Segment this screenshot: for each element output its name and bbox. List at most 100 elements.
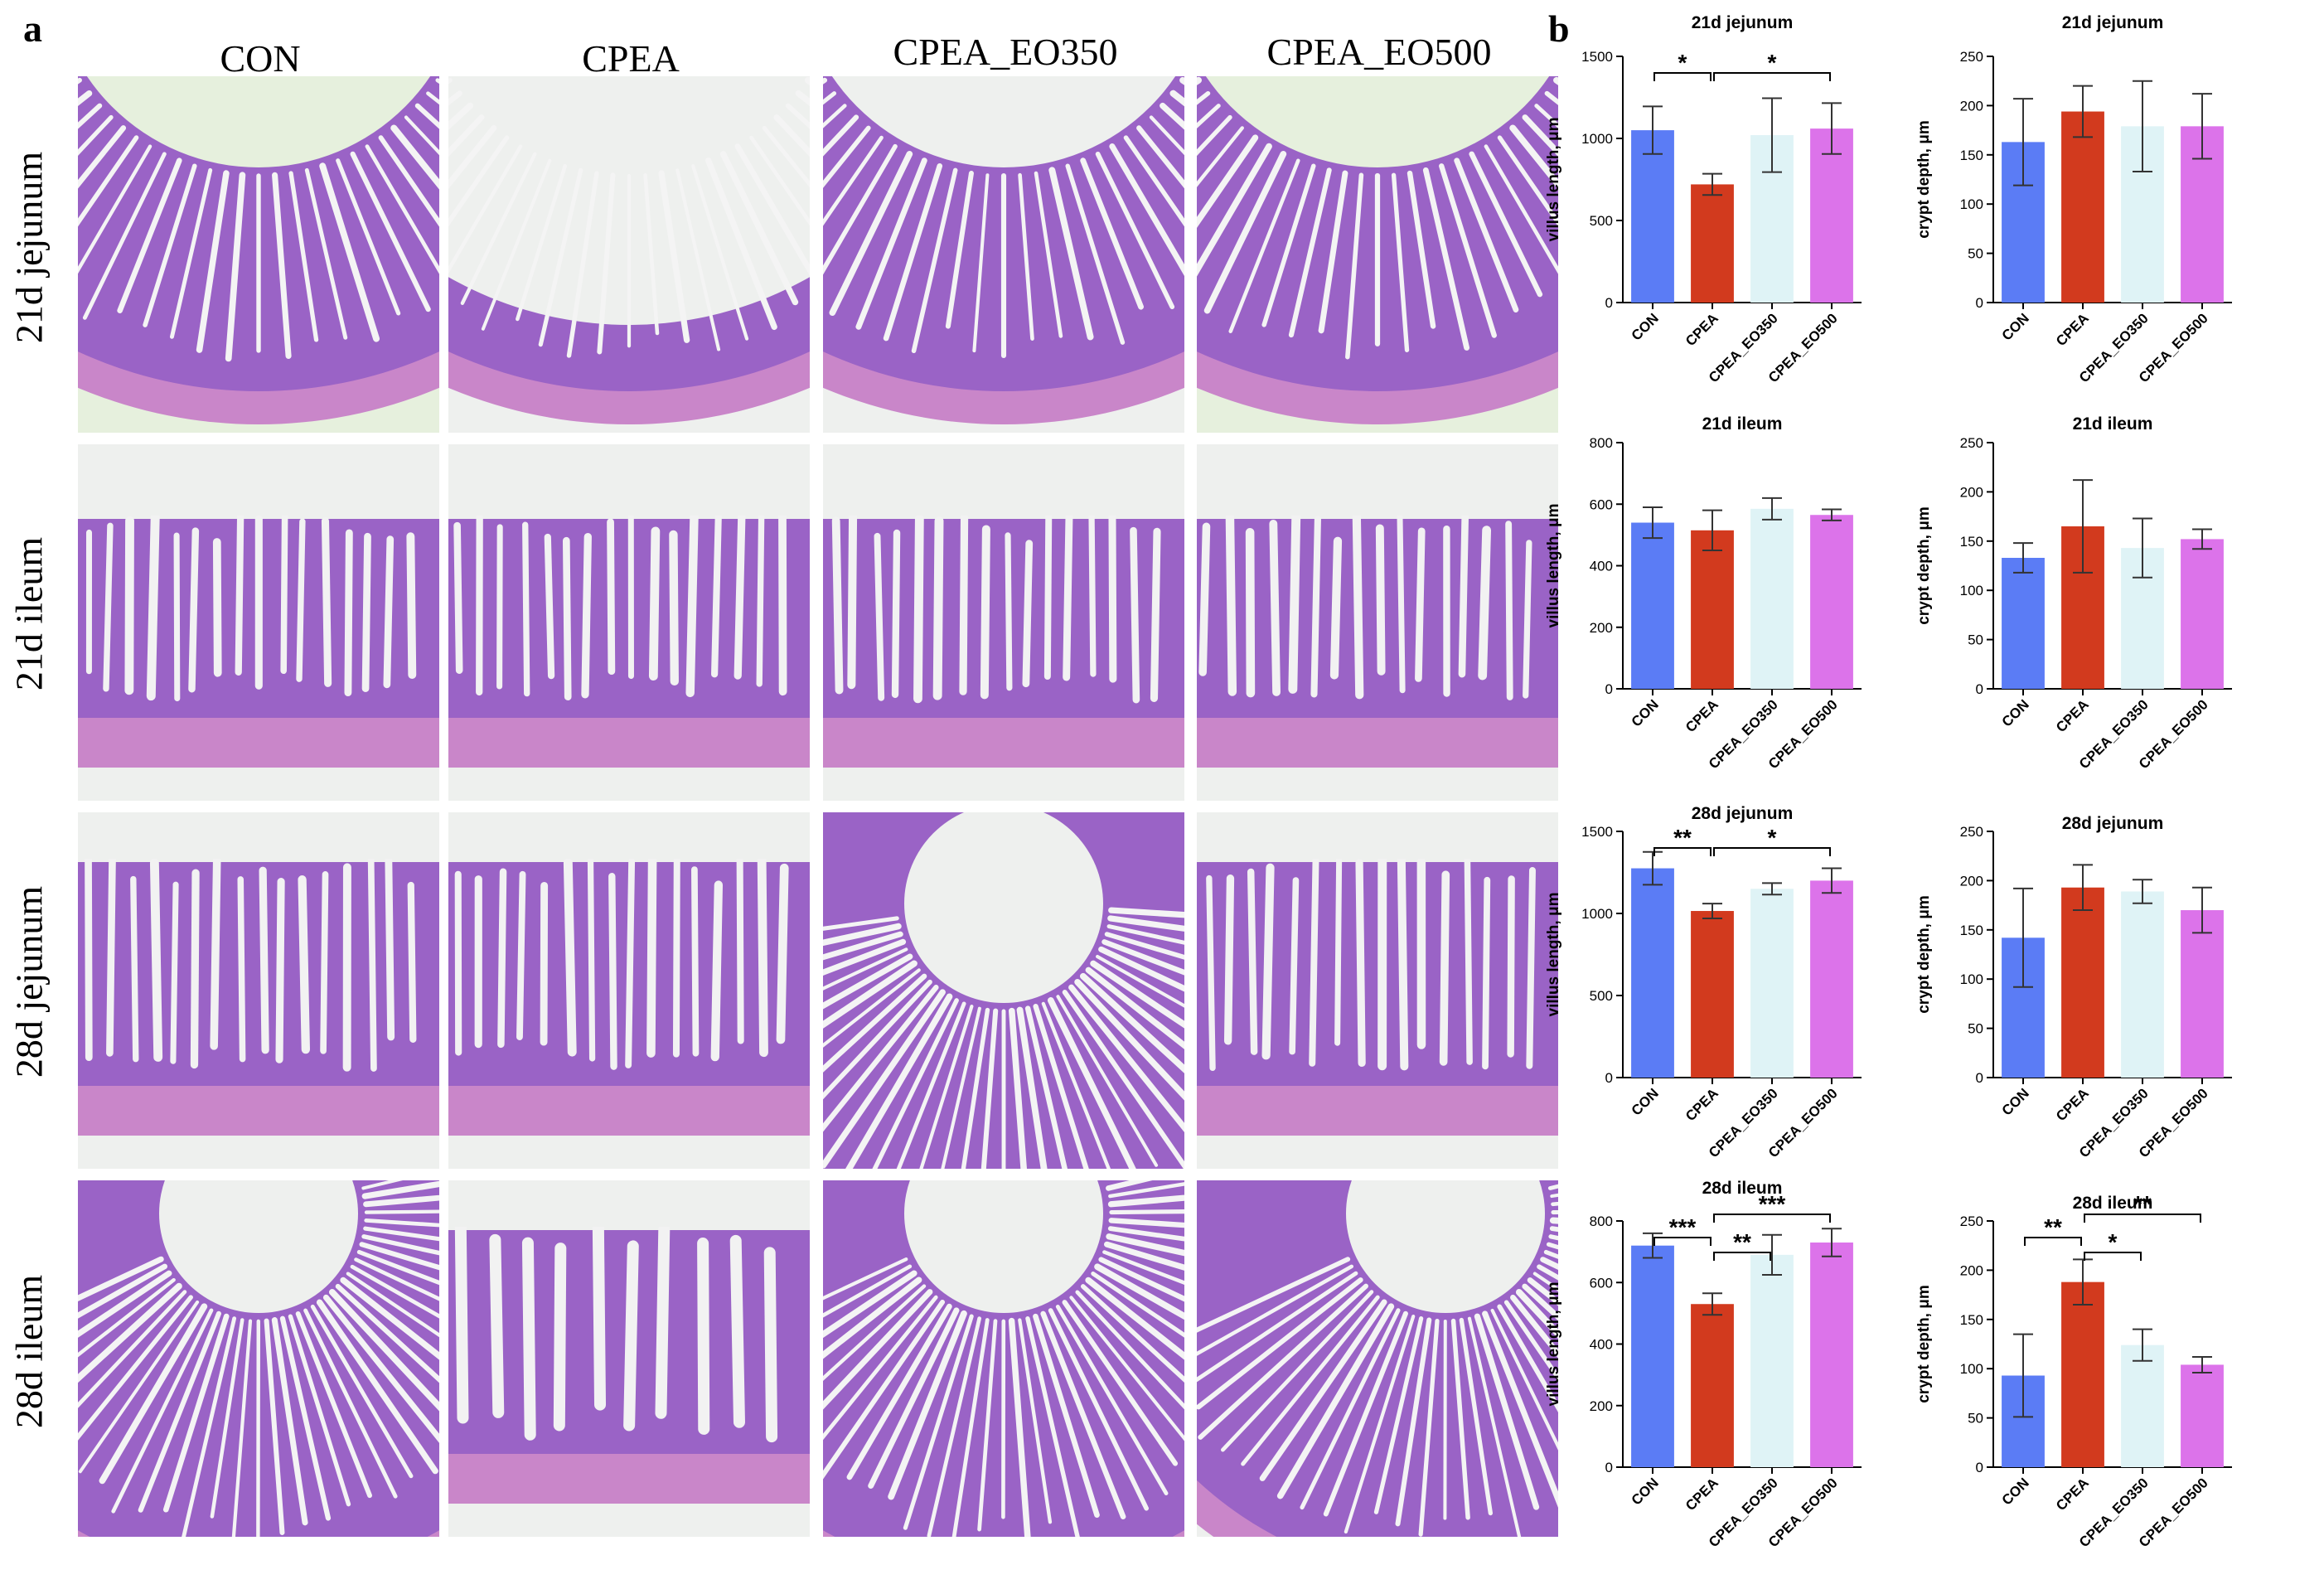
chart-5-sig-bracket [1653, 847, 1712, 856]
chart-3-bar-con [1631, 522, 1674, 689]
chart-4-ytick-label: 100 [1960, 583, 1983, 598]
chart-2-bar-cpea [2061, 111, 2104, 303]
chart-7-ytick-label: 400 [1590, 1337, 1613, 1353]
histology-image-28d-jejunum-cpea-eo350 [823, 812, 1184, 1169]
chart-8-ytick-label: 150 [1960, 1312, 1983, 1328]
chart-5-ytick-label: 1000 [1581, 906, 1613, 922]
chart-2-ylabel: crypt depth, μm [1915, 120, 1933, 239]
chart-8-bar-cpea-eo350 [2121, 1344, 2164, 1467]
chart-8-ytick-label: 250 [1960, 1214, 1983, 1229]
chart-2-ytick-label: 0 [1976, 295, 1983, 311]
histology-image-28d-jejunum-cpea-eo500 [1197, 812, 1558, 1169]
chart-5-bar-cpea-eo350 [1750, 889, 1794, 1078]
chart-3-bar-cpea-eo500 [1810, 515, 1853, 689]
chart-6-bar-cpea [2061, 887, 2104, 1078]
chart-4-bar-con [2002, 557, 2045, 689]
histology-image-21d-ileum-cpea [448, 444, 810, 801]
chart-6-bar-cpea-eo350 [2121, 891, 2164, 1078]
chart-7-sig-label: *** [1759, 1191, 1786, 1217]
chart-5-sig-bracket [1713, 847, 1831, 856]
chart-8-category-label: CPEA [2053, 1475, 2092, 1514]
chart-2-ytick-label: 250 [1960, 49, 1983, 65]
chart-5-bar-con [1631, 868, 1674, 1078]
chart-1-sig-label: * [1678, 50, 1687, 75]
chart-3-category-label: CPEA [1682, 696, 1721, 735]
chart-1-ytick-label: 1000 [1581, 131, 1613, 147]
chart-4-bar-cpea-eo500 [2181, 539, 2224, 689]
histology-image-21d-jejunum-con [78, 76, 439, 433]
column-header-cpea-eo500: CPEA_EO500 [1266, 31, 1492, 73]
chart-6-ytick-label: 150 [1960, 923, 1983, 938]
chart-6-ylabel: crypt depth, μm [1915, 895, 1933, 1014]
chart-3-title: 21d ileum [1702, 414, 1783, 434]
chart-1-category-label: CPEA [1682, 310, 1721, 349]
chart-7-sig-bracket [1713, 1214, 1831, 1223]
chart-8-ytick-label: 50 [1968, 1411, 1983, 1427]
chart-7-sig-label: ** [1733, 1229, 1751, 1255]
histology-image-28d-ileum-cpea-eo350 [823, 1180, 1184, 1537]
chart-7-ytick-label: 800 [1590, 1214, 1613, 1229]
chart-4-ytick-label: 250 [1960, 435, 1983, 451]
chart-4-ytick-label: 0 [1976, 681, 1983, 697]
panel-b-label: b [1548, 7, 1570, 50]
chart-1-sig-bracket [1653, 72, 1712, 81]
chart-5-ytick-label: 500 [1590, 988, 1613, 1004]
histology-image-28d-jejunum-cpea [448, 812, 810, 1169]
chart-1-bar-cpea-eo500 [1810, 128, 1853, 303]
histology-image-21d-jejunum-cpea [448, 76, 810, 433]
chart-1-sig-bracket [1713, 72, 1831, 81]
chart-5-category-label: CPEA [1682, 1085, 1721, 1124]
chart-7-ytick-label: 0 [1605, 1460, 1613, 1475]
chart-1-ytick-label: 500 [1590, 213, 1613, 229]
chart-4-ytick-label: 200 [1960, 484, 1983, 500]
chart-6-ytick-label: 100 [1960, 971, 1983, 987]
chart-1-ytick-label: 1500 [1581, 49, 1613, 65]
chart-3-category-label: CON [1629, 696, 1662, 729]
histology-image-21d-jejunum-cpea-eo500 [1197, 76, 1558, 433]
chart-6-ytick-label: 250 [1960, 824, 1983, 840]
chart-7-bar-cpea [1691, 1304, 1734, 1467]
chart-8-ytick-label: 0 [1976, 1460, 1983, 1475]
chart-7-bar-cpea-eo350 [1750, 1254, 1794, 1467]
chart-5-ylabel: villus length, μm [1545, 893, 1562, 1017]
chart-3-ytick-label: 200 [1590, 620, 1613, 636]
chart-7-sig-bracket [1713, 1252, 1771, 1261]
chart-1-category-label: CON [1629, 310, 1662, 343]
chart-8-ytick-label: 200 [1960, 1262, 1983, 1278]
chart-8-ytick-label: 100 [1960, 1361, 1983, 1377]
histology-image-28d-ileum-cpea [448, 1180, 810, 1537]
chart-8-title: 28d ileum [2073, 1194, 2153, 1213]
chart-6-title: 28d jejunum [2062, 814, 2164, 833]
chart-8-bar-cpea-eo500 [2181, 1364, 2224, 1467]
chart-5-sig-label: ** [1673, 825, 1692, 850]
chart-3-bar-cpea [1691, 530, 1734, 689]
chart-3-ytick-label: 600 [1590, 497, 1613, 512]
column-header-cpea: CPEA [582, 37, 680, 80]
chart-6-ytick-label: 200 [1960, 873, 1983, 889]
panel-a-label: a [23, 7, 42, 50]
chart-8-ylabel: crypt depth, μm [1915, 1285, 1933, 1403]
chart-7-sig-label: *** [1669, 1214, 1697, 1240]
chart-4-category-label: CON [1999, 696, 2032, 729]
chart-8-sig-bracket [2084, 1214, 2201, 1223]
histology-image-28d-ileum-con [78, 1180, 439, 1537]
chart-3-bar-cpea-eo350 [1750, 508, 1794, 689]
chart-6-bar-cpea-eo500 [2181, 910, 2224, 1078]
chart-8-sig-label: * [2109, 1229, 2118, 1255]
chart-5-title: 28d jejunum [1692, 804, 1794, 823]
chart-4-ylabel: crypt depth, μm [1915, 506, 1933, 625]
chart-1-ytick-label: 0 [1605, 295, 1613, 311]
chart-3-ylabel: villus length, μm [1545, 504, 1562, 628]
chart-5-sig-label: * [1768, 825, 1777, 850]
histology-image-21d-ileum-con [78, 444, 439, 801]
chart-1-sig-label: * [1768, 50, 1777, 75]
chart-1-ylabel: villus length, μm [1545, 118, 1562, 242]
chart-7-sig-bracket [1653, 1237, 1712, 1246]
chart-1-bar-con [1631, 130, 1674, 303]
chart-2-title: 21d jejunum [2062, 13, 2164, 32]
column-header-con: CON [220, 37, 301, 80]
chart-6-category-label: CPEA [2053, 1085, 2092, 1124]
chart-5-ytick-label: 0 [1605, 1070, 1613, 1086]
chart-8-category-label: CON [1999, 1475, 2032, 1508]
